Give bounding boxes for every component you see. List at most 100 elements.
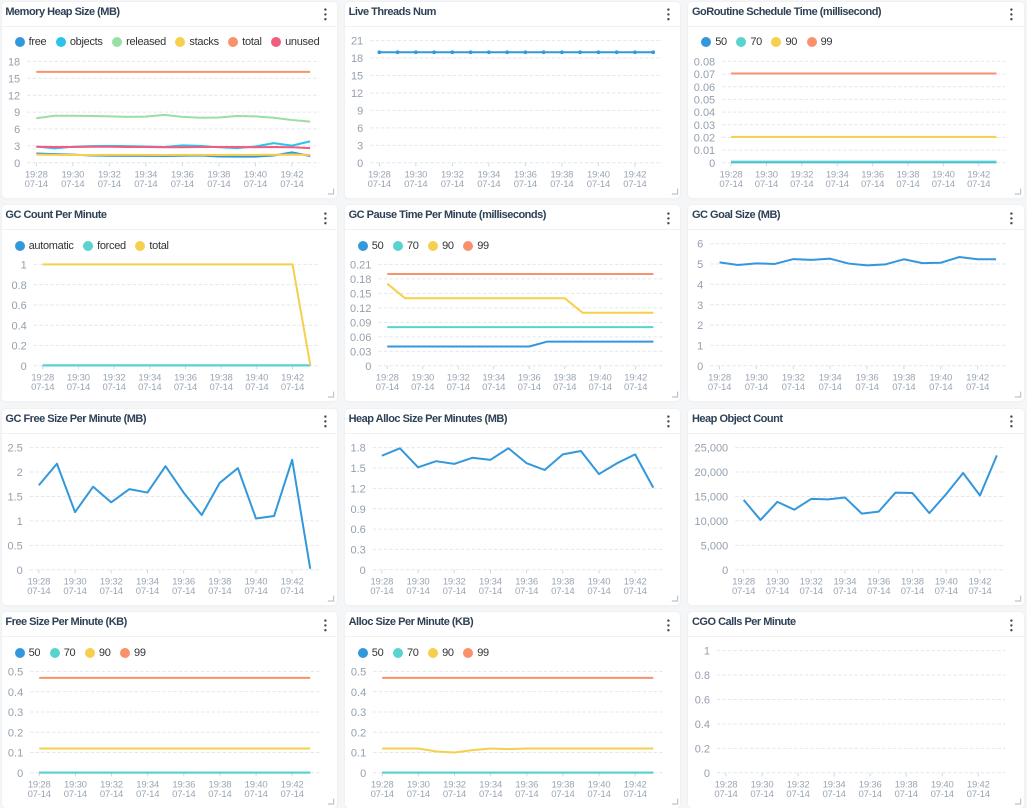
svg-text:1.5: 1.5: [350, 463, 365, 475]
svg-text:07-14: 07-14: [708, 382, 731, 393]
svg-text:19:32: 19:32: [98, 169, 121, 180]
svg-text:19:30: 19:30: [67, 373, 90, 384]
svg-text:1.5: 1.5: [7, 491, 22, 503]
svg-text:0.06: 0.06: [694, 81, 715, 93]
svg-text:07-14: 07-14: [856, 382, 879, 393]
svg-text:19:40: 19:40: [587, 169, 610, 180]
svg-text:0.4: 0.4: [351, 687, 366, 699]
svg-text:20,000: 20,000: [695, 467, 729, 479]
svg-text:07-14: 07-14: [901, 586, 924, 597]
svg-text:15,000: 15,000: [695, 491, 729, 503]
svg-text:0.6: 0.6: [350, 524, 365, 536]
svg-text:07-14: 07-14: [244, 586, 267, 597]
svg-text:0.03: 0.03: [350, 346, 371, 358]
svg-text:0.21: 0.21: [350, 260, 371, 272]
svg-text:07-14: 07-14: [102, 382, 125, 393]
svg-text:07-14: 07-14: [411, 382, 434, 393]
svg-text:07-14: 07-14: [766, 586, 789, 597]
svg-text:0: 0: [360, 768, 366, 780]
svg-text:07-14: 07-14: [514, 179, 537, 190]
svg-text:19:42: 19:42: [968, 169, 991, 180]
svg-text:3: 3: [357, 140, 363, 152]
svg-text:19:28: 19:28: [720, 169, 743, 180]
svg-text:0: 0: [16, 564, 22, 576]
svg-text:07-14: 07-14: [861, 179, 884, 190]
svg-text:07-14: 07-14: [477, 179, 500, 190]
svg-text:19:36: 19:36: [514, 169, 537, 180]
svg-text:07-14: 07-14: [27, 789, 50, 800]
svg-text:07-14: 07-14: [967, 179, 990, 190]
svg-text:0.4: 0.4: [7, 687, 22, 699]
svg-text:19:36: 19:36: [171, 169, 194, 180]
svg-text:19:28: 19:28: [25, 169, 48, 180]
svg-text:07-14: 07-14: [790, 179, 813, 190]
svg-text:19:28: 19:28: [732, 576, 755, 587]
svg-text:0: 0: [20, 361, 26, 373]
svg-text:0: 0: [709, 157, 715, 169]
svg-text:1: 1: [697, 341, 703, 353]
svg-text:1.8: 1.8: [350, 442, 365, 454]
svg-text:07-14: 07-14: [553, 382, 576, 393]
svg-text:07-14: 07-14: [63, 789, 86, 800]
svg-text:07-14: 07-14: [244, 789, 267, 800]
svg-text:07-14: 07-14: [800, 586, 823, 597]
svg-text:19:28: 19:28: [708, 373, 731, 384]
svg-text:15: 15: [351, 70, 363, 82]
svg-text:07-14: 07-14: [367, 179, 390, 190]
svg-text:0.6: 0.6: [695, 695, 710, 707]
svg-text:0.04: 0.04: [694, 107, 715, 119]
svg-text:19:42: 19:42: [624, 373, 647, 384]
svg-text:07-14: 07-14: [31, 382, 54, 393]
svg-text:19:30: 19:30: [411, 373, 434, 384]
svg-text:07-14: 07-14: [243, 179, 266, 190]
svg-text:07-14: 07-14: [134, 179, 157, 190]
svg-text:07-14: 07-14: [66, 382, 89, 393]
svg-text:9: 9: [357, 105, 363, 117]
svg-text:1: 1: [704, 646, 710, 658]
svg-text:07-14: 07-14: [280, 789, 303, 800]
svg-text:19:30: 19:30: [406, 576, 429, 587]
svg-text:0.07: 0.07: [694, 69, 715, 81]
svg-text:07-14: 07-14: [515, 586, 538, 597]
svg-text:07-14: 07-14: [929, 382, 952, 393]
svg-text:0.4: 0.4: [11, 320, 26, 332]
svg-text:19:38: 19:38: [893, 373, 916, 384]
svg-text:07-14: 07-14: [245, 382, 268, 393]
svg-text:18: 18: [351, 53, 363, 65]
svg-text:19:38: 19:38: [553, 373, 576, 384]
svg-text:0.8: 0.8: [11, 280, 26, 292]
svg-text:07-14: 07-14: [482, 382, 505, 393]
svg-text:07-14: 07-14: [170, 179, 193, 190]
svg-text:0: 0: [357, 157, 363, 169]
svg-text:18: 18: [8, 56, 20, 68]
svg-text:07-14: 07-14: [550, 179, 573, 190]
svg-text:0.3: 0.3: [350, 544, 365, 556]
svg-text:07-14: 07-14: [280, 382, 303, 393]
svg-text:07-14: 07-14: [823, 789, 846, 800]
svg-text:07-14: 07-14: [551, 586, 574, 597]
svg-text:0.5: 0.5: [351, 667, 366, 679]
svg-text:0.2: 0.2: [695, 743, 710, 755]
svg-text:07-14: 07-14: [208, 789, 231, 800]
svg-text:07-14: 07-14: [931, 789, 954, 800]
svg-text:07-14: 07-14: [172, 586, 195, 597]
svg-text:07-14: 07-14: [551, 789, 574, 800]
svg-text:0: 0: [17, 768, 23, 780]
svg-text:07-14: 07-14: [97, 179, 120, 190]
svg-text:07-14: 07-14: [280, 179, 303, 190]
svg-text:19:36: 19:36: [172, 576, 195, 587]
svg-text:07-14: 07-14: [819, 382, 842, 393]
svg-text:19:34: 19:34: [477, 169, 500, 180]
svg-text:0.2: 0.2: [11, 341, 26, 353]
svg-text:07-14: 07-14: [446, 382, 469, 393]
svg-text:07-14: 07-14: [895, 789, 918, 800]
svg-text:19:38: 19:38: [207, 169, 230, 180]
svg-text:19:32: 19:32: [99, 576, 122, 587]
svg-text:0.1: 0.1: [7, 748, 22, 760]
svg-text:19:38: 19:38: [901, 576, 924, 587]
svg-text:5,000: 5,000: [701, 540, 729, 552]
svg-text:19:30: 19:30: [404, 169, 427, 180]
svg-text:07-14: 07-14: [826, 179, 849, 190]
svg-text:1: 1: [20, 260, 26, 272]
svg-text:0: 0: [359, 564, 365, 576]
